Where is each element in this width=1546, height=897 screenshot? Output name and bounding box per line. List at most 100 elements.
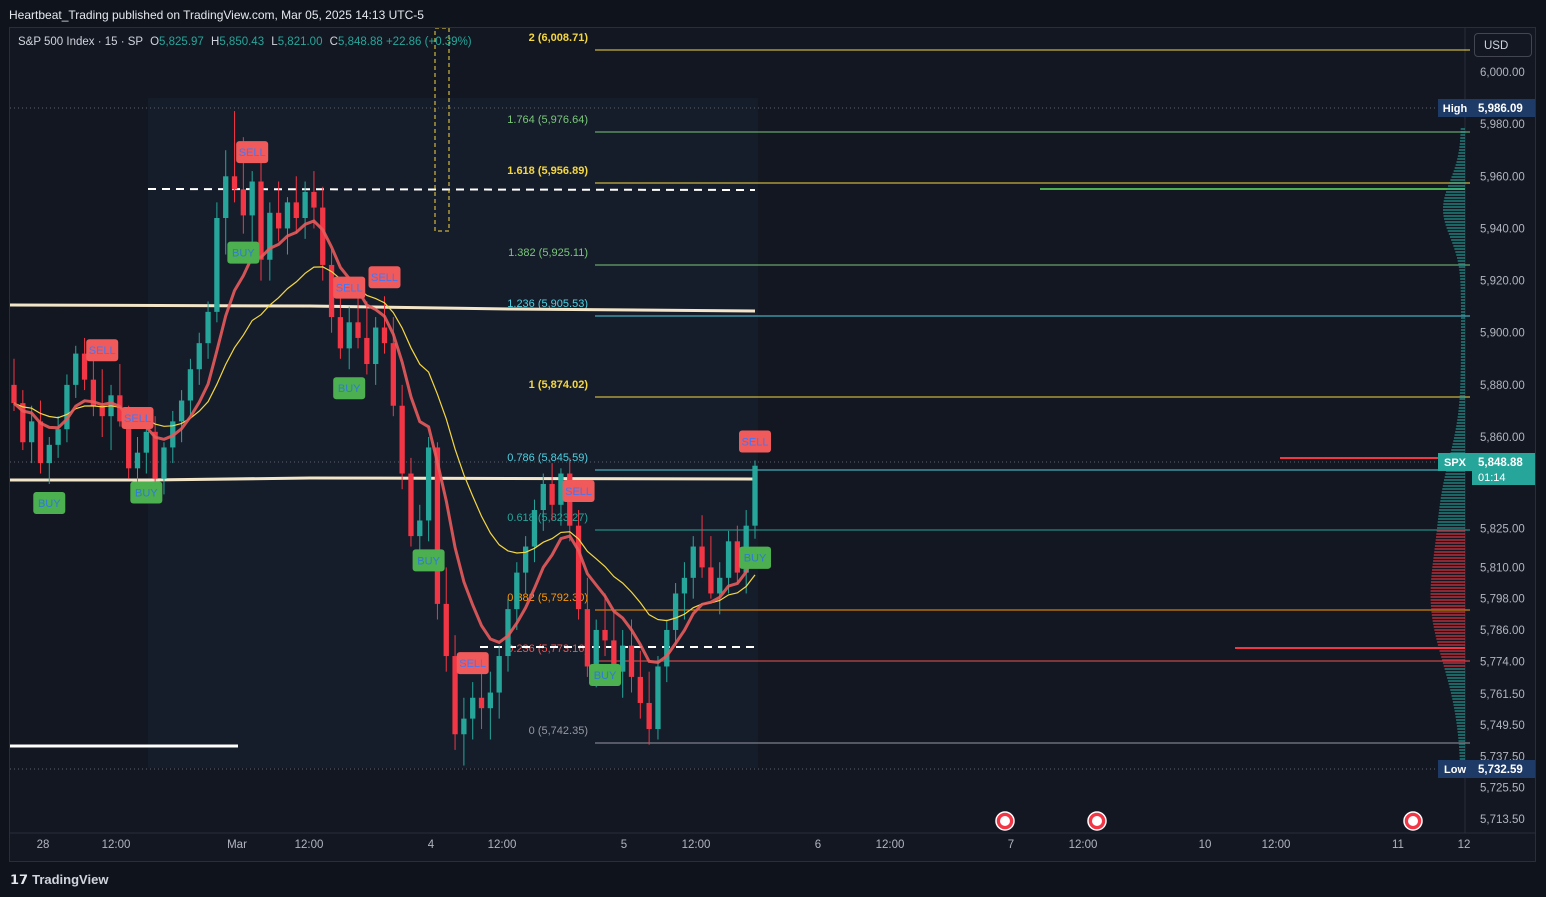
candle[interactable] [417,520,423,537]
candle[interactable] [425,447,432,521]
dashed-top-line[interactable] [147,188,756,191]
candle[interactable] [258,181,264,260]
candle[interactable] [55,429,61,445]
candle[interactable] [275,212,282,229]
candle[interactable] [531,510,538,547]
candle[interactable] [655,666,661,730]
candle[interactable] [487,692,494,709]
tradingview-footer[interactable]: 𝟭𝟳 TradingView [10,872,108,888]
candle[interactable] [214,218,220,312]
buy-signal[interactable] [227,241,260,264]
candle[interactable] [408,473,414,537]
candle[interactable] [196,343,202,370]
candle[interactable] [664,629,670,667]
candle[interactable] [90,379,97,406]
candle[interactable] [681,577,688,594]
candle[interactable] [302,191,308,219]
sell-signal[interactable] [333,276,366,299]
buy-signal[interactable] [130,481,163,504]
candle[interactable] [478,697,485,709]
candle[interactable] [717,577,723,594]
candle[interactable] [134,452,141,469]
candle[interactable] [364,337,370,365]
candle[interactable] [496,656,502,693]
candle[interactable] [575,525,582,610]
candle[interactable] [725,541,732,578]
candle[interactable] [284,202,291,229]
support-line[interactable] [10,476,756,482]
sell-signal[interactable] [86,339,119,362]
candle[interactable] [11,384,17,404]
candle[interactable] [249,181,255,216]
buy-signal[interactable] [412,549,445,572]
sell-signal[interactable] [121,407,154,430]
candle[interactable] [178,400,185,422]
candle[interactable] [143,431,149,453]
candle[interactable] [320,207,326,265]
candle[interactable] [223,176,229,219]
candle[interactable] [267,212,273,260]
candle[interactable] [240,189,247,216]
candle[interactable] [37,421,44,464]
candle[interactable] [99,405,105,417]
candle[interactable] [231,176,238,190]
candle[interactable] [328,264,335,318]
candle[interactable] [126,421,132,469]
symbol-name[interactable]: S&P 500 Index · 15 · SP [18,36,143,48]
candle[interactable] [381,327,388,344]
candle[interactable] [690,546,696,578]
buy-signal[interactable] [589,664,622,687]
candle[interactable] [522,546,529,573]
candle[interactable] [161,447,167,479]
candle[interactable] [461,718,467,735]
candle[interactable] [390,343,396,406]
candle[interactable] [434,447,441,604]
candle[interactable] [558,473,564,505]
candle[interactable] [187,369,194,401]
candle[interactable] [205,311,211,344]
candle[interactable] [602,629,608,641]
candle[interactable] [752,465,758,526]
candle[interactable] [452,656,458,735]
candle[interactable] [399,405,405,474]
candle[interactable] [28,421,35,443]
candle[interactable] [734,541,741,573]
candle[interactable] [64,384,70,430]
candle[interactable] [346,322,352,349]
candle[interactable] [646,702,652,730]
candle[interactable] [73,353,79,385]
resistance-line[interactable] [10,303,756,313]
buy-signal[interactable] [333,377,366,400]
buy-signal[interactable] [33,491,66,514]
candle[interactable] [311,191,317,208]
candle[interactable] [337,317,344,349]
candlestick-chart[interactable]: 6,000.00 5,980.00 5,960.00 5,940.00 5,920.00… [10,28,1536,862]
sell-signal[interactable] [456,652,489,675]
sell-signal[interactable] [739,430,771,453]
candle[interactable] [46,444,52,464]
yellow-dashed-box[interactable] [434,28,450,232]
candle[interactable] [20,403,26,443]
candle[interactable] [540,483,546,511]
candle[interactable] [672,593,679,630]
chart-panel[interactable]: 6,000.00 5,980.00 5,960.00 5,940.00 5,920.00… [9,27,1536,862]
buy-signal[interactable] [739,546,771,569]
candle[interactable] [620,645,626,672]
candle[interactable] [81,353,88,380]
candle[interactable] [373,327,379,365]
candle[interactable] [443,603,449,657]
sell-signal[interactable] [368,266,401,289]
candle[interactable] [611,640,617,672]
candle[interactable] [708,567,714,594]
candle[interactable] [628,645,635,677]
candle[interactable] [505,609,511,657]
candle[interactable] [549,483,555,505]
candle[interactable] [152,431,158,479]
sell-signal[interactable] [562,480,595,503]
candle[interactable] [637,676,643,703]
candle[interactable] [470,697,476,719]
candle[interactable] [584,609,591,667]
sell-signal[interactable] [236,141,269,164]
candle[interactable] [355,322,361,338]
candle[interactable] [514,572,520,610]
